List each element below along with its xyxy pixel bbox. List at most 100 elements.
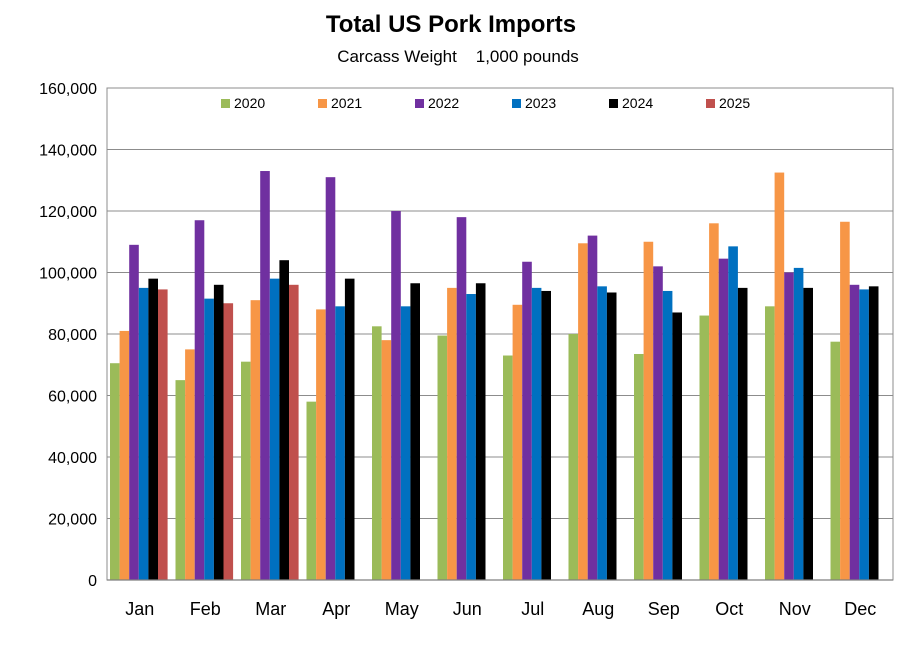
plot-area: 0 20,000 40,000 60,000 80,000 100,000 120,000 1… bbox=[39, 81, 894, 619]
bar-2024-Jan bbox=[148, 278, 158, 580]
bar-2023-Sep bbox=[662, 290, 673, 580]
bar-2024-Apr bbox=[344, 278, 355, 580]
chart-subtitle: Carcass Weight 1,000 pounds bbox=[337, 47, 579, 66]
x-tick-label: Mar bbox=[255, 599, 286, 619]
series-2024 bbox=[148, 260, 879, 581]
y-tick-label: 160,000 bbox=[39, 81, 97, 98]
bar-2021-May bbox=[381, 340, 392, 580]
bar-2021-Nov bbox=[774, 172, 785, 580]
bar-2023-Nov bbox=[793, 267, 804, 580]
x-tick-label: Jul bbox=[521, 599, 544, 619]
x-tick-label: Aug bbox=[582, 599, 614, 619]
bar-2020-Feb bbox=[175, 380, 186, 581]
bar-2023-Feb bbox=[204, 298, 214, 580]
y-tick-label: 140,000 bbox=[39, 143, 97, 160]
y-tick-label: 100,000 bbox=[39, 266, 97, 283]
bar-2022-Jun bbox=[456, 217, 467, 580]
bar-2021-Feb bbox=[185, 349, 195, 581]
bar-2022-Jan bbox=[129, 244, 139, 580]
series-2023 bbox=[138, 246, 869, 581]
bar-2020-Apr bbox=[306, 401, 317, 580]
bar-2022-Mar bbox=[260, 171, 270, 580]
legend-item-2022: 2022 bbox=[415, 95, 459, 111]
bar-2020-Aug bbox=[568, 334, 579, 580]
bar-2020-Oct bbox=[699, 315, 710, 580]
bar-2020-May bbox=[372, 326, 382, 580]
legend-item-2021: 2021 bbox=[318, 95, 362, 111]
legend-swatch bbox=[318, 99, 327, 108]
bar-2023-Jul bbox=[531, 287, 542, 581]
chart-title: Total US Pork Imports bbox=[326, 11, 576, 38]
bar-2023-Jan bbox=[138, 287, 149, 581]
bar-2022-Feb bbox=[194, 220, 205, 581]
x-tick-label: Dec bbox=[844, 599, 876, 619]
legend-swatch bbox=[512, 99, 521, 108]
legend-swatch bbox=[415, 99, 424, 108]
bar-2022-Oct bbox=[718, 258, 729, 580]
bar-2024-Aug bbox=[606, 292, 617, 580]
series-2022 bbox=[129, 171, 860, 581]
x-tick-label: Sep bbox=[648, 599, 680, 619]
x-tick-label: Jun bbox=[453, 599, 482, 619]
x-tick-label: Apr bbox=[322, 599, 350, 619]
bar-2020-Dec bbox=[830, 341, 841, 580]
bar-2023-Jun bbox=[466, 294, 476, 580]
bar-2020-Jan bbox=[110, 363, 120, 580]
y-tick-label: 80,000 bbox=[48, 327, 97, 344]
bar-2022-Jul bbox=[522, 261, 532, 580]
bar-2020-Jun bbox=[437, 335, 448, 580]
series-2021 bbox=[119, 172, 850, 581]
bar-2023-Mar bbox=[269, 278, 280, 580]
bar-2022-Apr bbox=[325, 177, 336, 580]
bar-2022-May bbox=[391, 211, 401, 580]
bar-2022-Nov bbox=[784, 272, 794, 580]
bar-2021-Jul bbox=[512, 304, 523, 580]
bar-2023-Dec bbox=[859, 289, 869, 580]
bar-2021-Dec bbox=[840, 221, 850, 580]
bar-2024-May bbox=[410, 283, 420, 580]
bar-2024-Oct bbox=[737, 287, 748, 581]
legend-label: 2024 bbox=[622, 95, 653, 111]
bar-2020-Jul bbox=[503, 355, 513, 580]
bar-2025-Feb bbox=[223, 303, 234, 580]
bar-2024-Feb bbox=[213, 284, 224, 580]
bar-2024-Mar bbox=[279, 260, 289, 580]
bar-2022-Sep bbox=[653, 266, 663, 580]
bar-2021-Sep bbox=[643, 241, 654, 580]
legend-label: 2023 bbox=[525, 95, 556, 111]
legend-item-2024: 2024 bbox=[609, 95, 653, 111]
y-tick-label: 0 bbox=[88, 573, 97, 590]
legend-label: 2025 bbox=[719, 95, 750, 111]
legend-swatch bbox=[609, 99, 618, 108]
x-tick-label: Feb bbox=[190, 599, 221, 619]
bar-2023-Apr bbox=[335, 306, 345, 580]
bar-2021-Oct bbox=[709, 223, 719, 581]
bar-2021-Mar bbox=[250, 300, 261, 580]
y-tick-label: 60,000 bbox=[48, 389, 97, 406]
bar-2020-Nov bbox=[765, 306, 775, 580]
x-tick-label: May bbox=[385, 599, 419, 619]
bar-2023-Aug bbox=[597, 286, 607, 580]
bar-2023-Oct bbox=[728, 246, 738, 581]
bar-2020-Sep bbox=[634, 353, 644, 580]
bar-2020-Mar bbox=[241, 361, 251, 580]
legend-label: 2020 bbox=[234, 95, 265, 111]
y-tick-label: 40,000 bbox=[48, 450, 97, 467]
x-tick-label: Jan bbox=[125, 599, 154, 619]
bar-2023-May bbox=[400, 306, 411, 580]
series-2025 bbox=[158, 284, 299, 580]
bar-2024-Nov bbox=[803, 287, 813, 581]
bar-2021-Jan bbox=[119, 330, 130, 580]
bar-2022-Aug bbox=[587, 235, 598, 580]
legend-item-2023: 2023 bbox=[512, 95, 556, 111]
bar-2024-Jun bbox=[475, 283, 486, 580]
y-tick-label: 20,000 bbox=[48, 512, 97, 529]
legend-swatch bbox=[221, 99, 230, 108]
series-2020 bbox=[110, 306, 841, 581]
legend-swatch bbox=[706, 99, 715, 108]
bar-2024-Sep bbox=[672, 312, 682, 580]
bar-2024-Dec bbox=[868, 286, 879, 580]
bar-2025-Mar bbox=[289, 284, 299, 580]
legend-label: 2022 bbox=[428, 95, 459, 111]
